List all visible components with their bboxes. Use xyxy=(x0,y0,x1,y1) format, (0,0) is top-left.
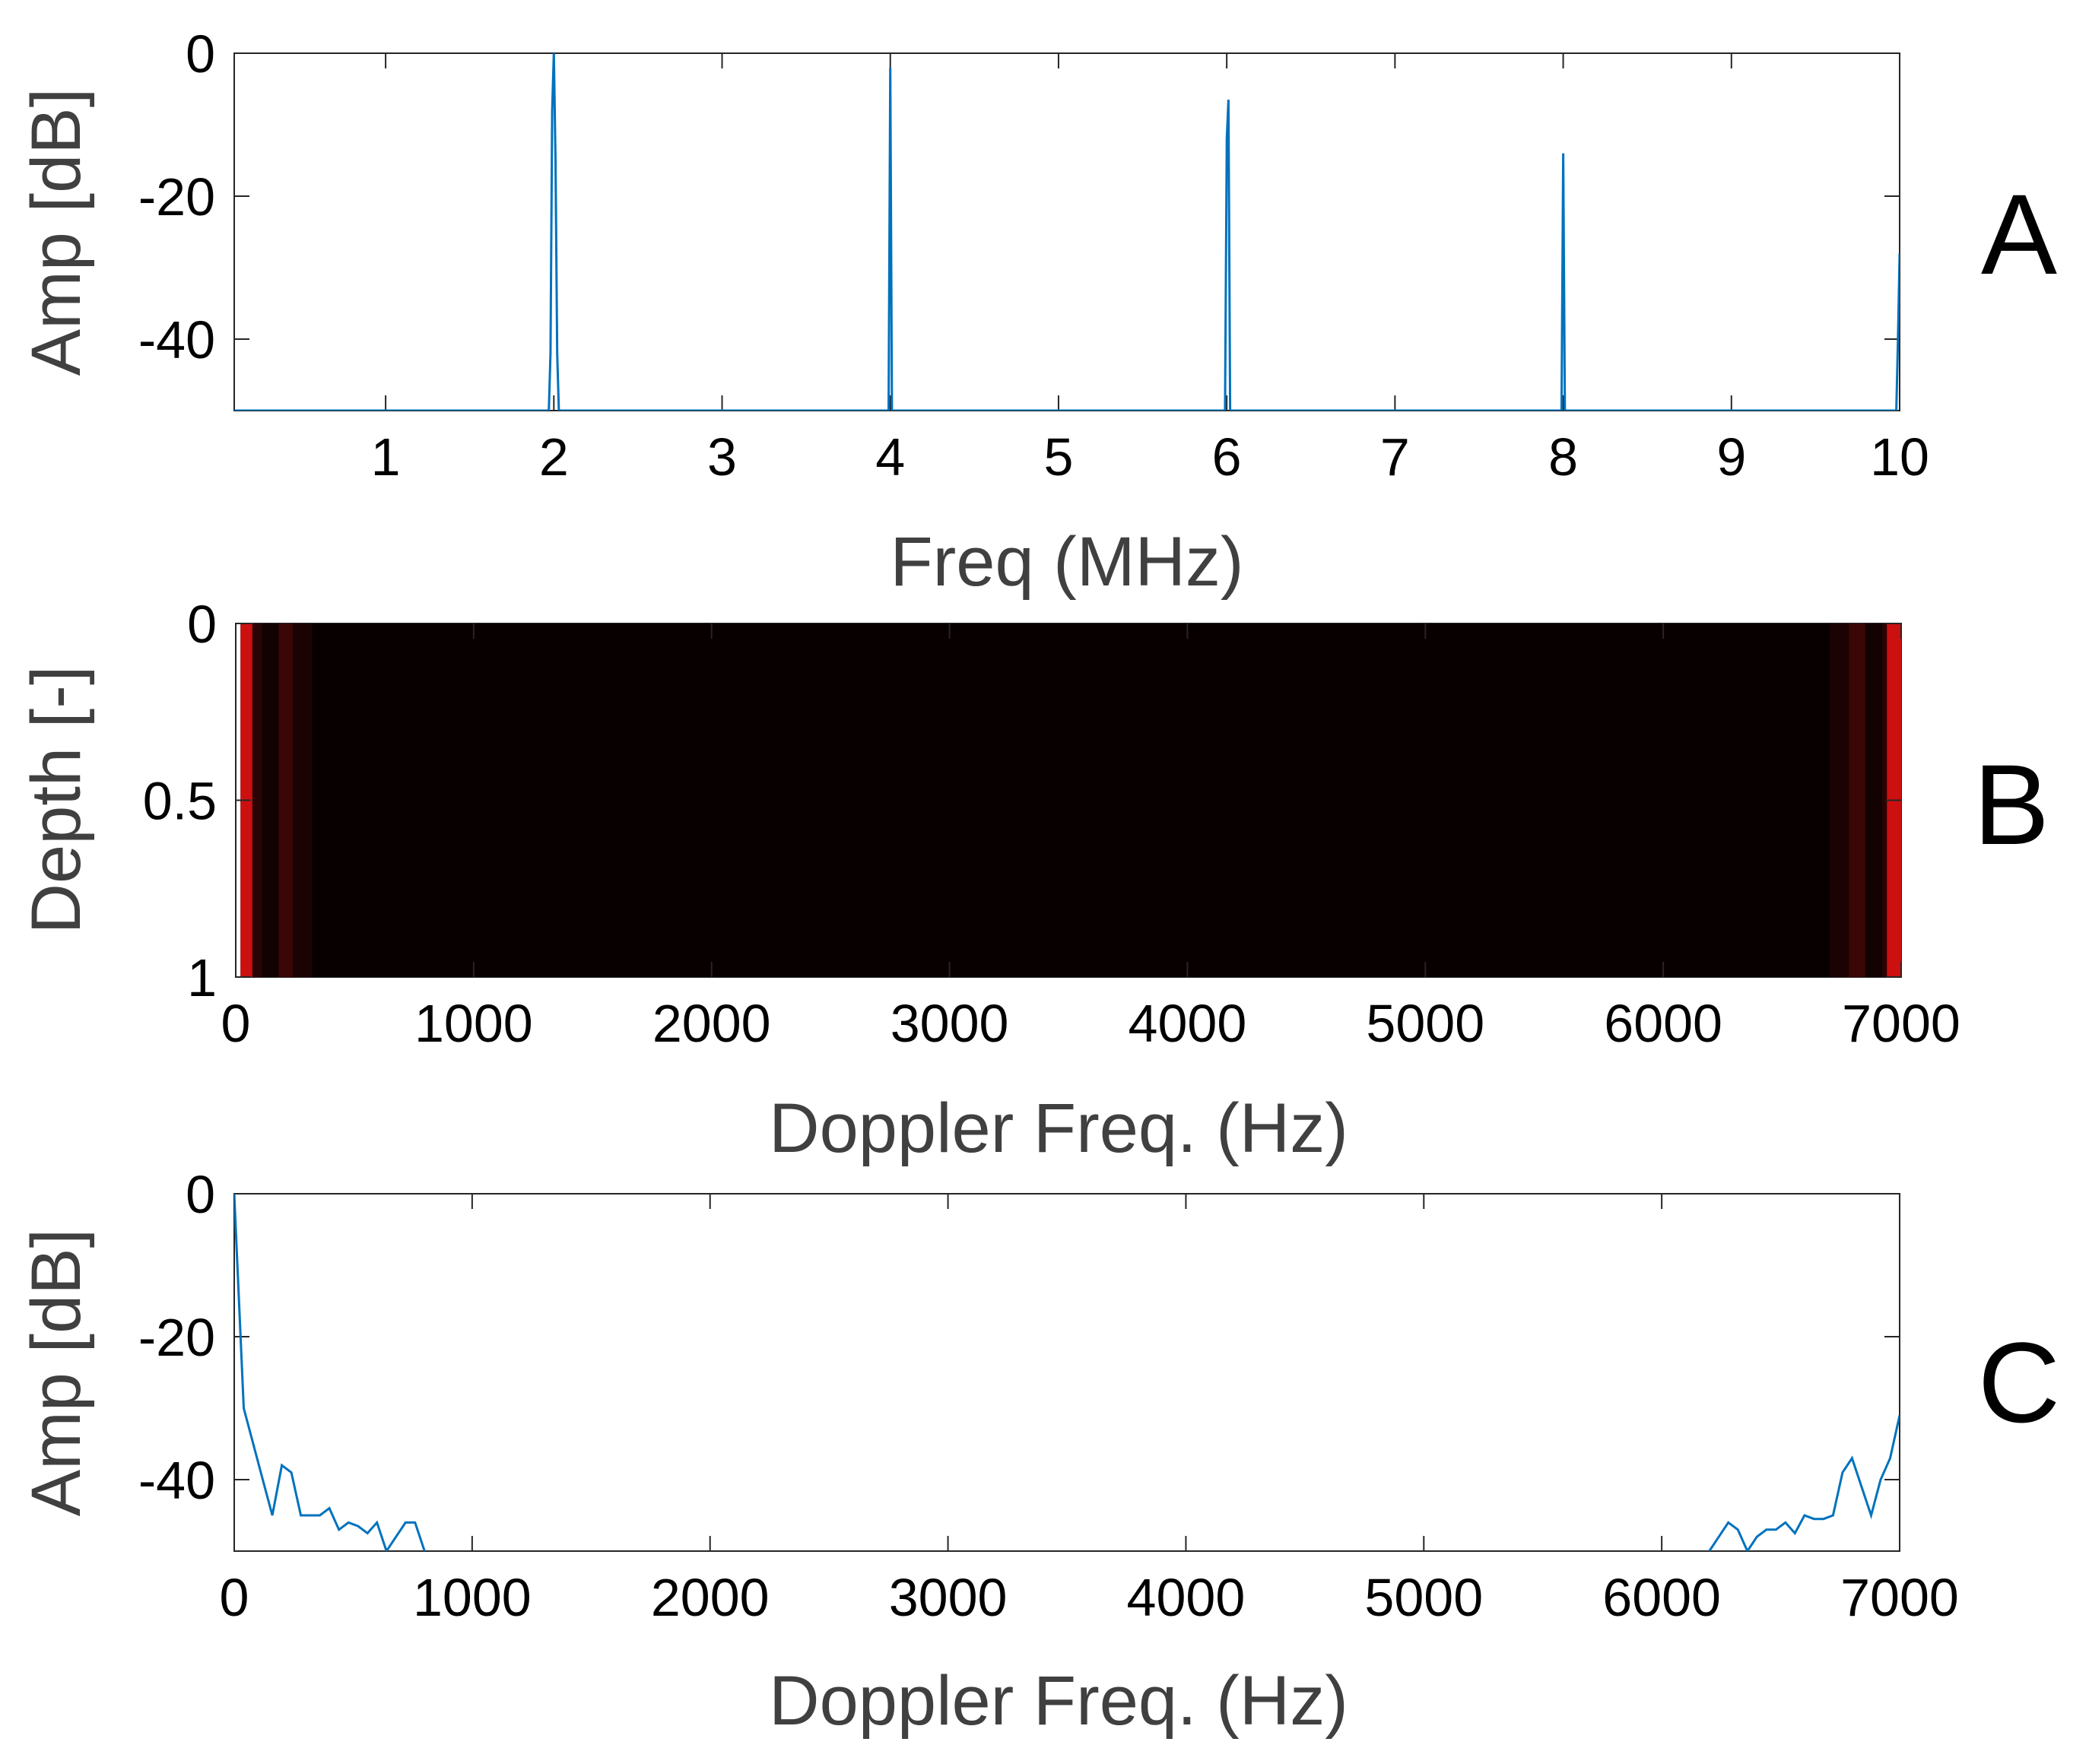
panel-b: 0 1000 2000 3000 4000 5000 6000 7000 0 0.5 1 Doppl… xyxy=(17,595,2049,1167)
x-tick-label: 3 xyxy=(707,427,737,487)
panel-a-marks xyxy=(234,53,1900,411)
panel-b-ylabel: Depth [-] xyxy=(17,666,95,934)
y-tick-label: 0.5 xyxy=(143,772,217,831)
panel-c-letter: C xyxy=(1978,1318,2060,1446)
x-tick-label: 5 xyxy=(1043,427,1073,487)
x-tick-label: 6 xyxy=(1212,427,1242,487)
heatmap-cell xyxy=(1849,623,1866,977)
series-line xyxy=(234,1194,426,1551)
panel-a-ylabel: Amp [dB] xyxy=(17,88,95,376)
panel-c-marks xyxy=(234,1194,1900,1551)
x-tick-label: 4 xyxy=(875,427,905,487)
x-tick-label: 1000 xyxy=(414,994,533,1053)
heatmap-cell xyxy=(262,623,279,977)
panel-c-plot-area xyxy=(233,1193,1900,1552)
x-tick-label: 8 xyxy=(1548,427,1578,487)
heatmap-cell xyxy=(293,623,313,977)
panel-a: 1 2 3 4 5 6 7 8 9 10 0 -20 -40 Freq (MHz) Amp [dB] A xyxy=(17,24,2057,601)
x-tick-label: 1000 xyxy=(413,1568,532,1627)
panel-b-ticks: 0 1000 2000 3000 4000 5000 6000 7000 0 0.5 1 xyxy=(143,595,1960,1053)
y-tick-label: 0 xyxy=(187,595,217,654)
x-tick-label: 3000 xyxy=(891,994,1009,1053)
x-tick-label: 10 xyxy=(1870,427,1929,487)
x-tick-label: 9 xyxy=(1716,427,1746,487)
y-tick-label: 1 xyxy=(187,948,217,1007)
series-line xyxy=(1708,1415,1900,1551)
y-tick-label: -20 xyxy=(138,167,215,227)
panel-b-heatmap xyxy=(240,623,1902,977)
y-tick-label: -40 xyxy=(138,310,215,370)
panel-c: 0 1000 2000 3000 4000 5000 6000 7000 0 -20 -40 Dop… xyxy=(17,1165,2060,1740)
panel-c-xlabel: Doppler Freq. (Hz) xyxy=(769,1662,1348,1740)
heatmap-cell xyxy=(278,623,294,977)
heatmap-cell xyxy=(1865,623,1882,977)
x-tick-label: 3000 xyxy=(889,1568,1008,1627)
series-line xyxy=(234,53,1900,411)
y-tick-label: 0 xyxy=(186,1165,215,1224)
panel-a-ticks: 1 2 3 4 5 6 7 8 9 10 0 -20 -40 xyxy=(138,24,1929,487)
panel-a-xlabel: Freq (MHz) xyxy=(890,523,1243,601)
panel-c-ylabel: Amp [dB] xyxy=(17,1229,95,1516)
heatmap-background xyxy=(240,623,1902,977)
heatmap-cell xyxy=(1881,623,1887,977)
x-tick-label: 2000 xyxy=(651,1568,770,1627)
panel-c-ticks: 0 1000 2000 3000 4000 5000 6000 7000 0 -20 -40 xyxy=(138,1165,1959,1627)
y-tick-label: 0 xyxy=(186,24,215,84)
x-tick-label: 6000 xyxy=(1602,1568,1721,1627)
x-tick-label: 0 xyxy=(220,1568,249,1627)
heatmap-cell xyxy=(252,623,262,977)
y-tick-label: -40 xyxy=(138,1451,215,1510)
panel-a-plot-area xyxy=(233,52,1900,411)
x-tick-label: 2000 xyxy=(652,994,771,1053)
x-tick-label: 6000 xyxy=(1604,994,1722,1053)
y-tick-label: -20 xyxy=(138,1308,215,1367)
panel-b-xlabel: Doppler Freq. (Hz) xyxy=(769,1090,1348,1167)
x-tick-label: 7000 xyxy=(1840,1568,1959,1627)
x-tick-label: 4000 xyxy=(1129,994,1247,1053)
x-tick-label: 1 xyxy=(371,427,401,487)
x-tick-label: 7 xyxy=(1380,427,1410,487)
x-tick-label: 5000 xyxy=(1366,994,1484,1053)
panel-b-letter: B xyxy=(1973,741,2049,868)
x-tick-label: 4000 xyxy=(1127,1568,1246,1627)
x-tick-label: 5000 xyxy=(1364,1568,1483,1627)
x-tick-label: 2 xyxy=(539,427,569,487)
x-tick-label: 0 xyxy=(221,994,251,1053)
heatmap-cell xyxy=(1830,623,1849,977)
panel-a-letter: A xyxy=(1981,170,2057,298)
x-tick-label: 7000 xyxy=(1842,994,1960,1053)
